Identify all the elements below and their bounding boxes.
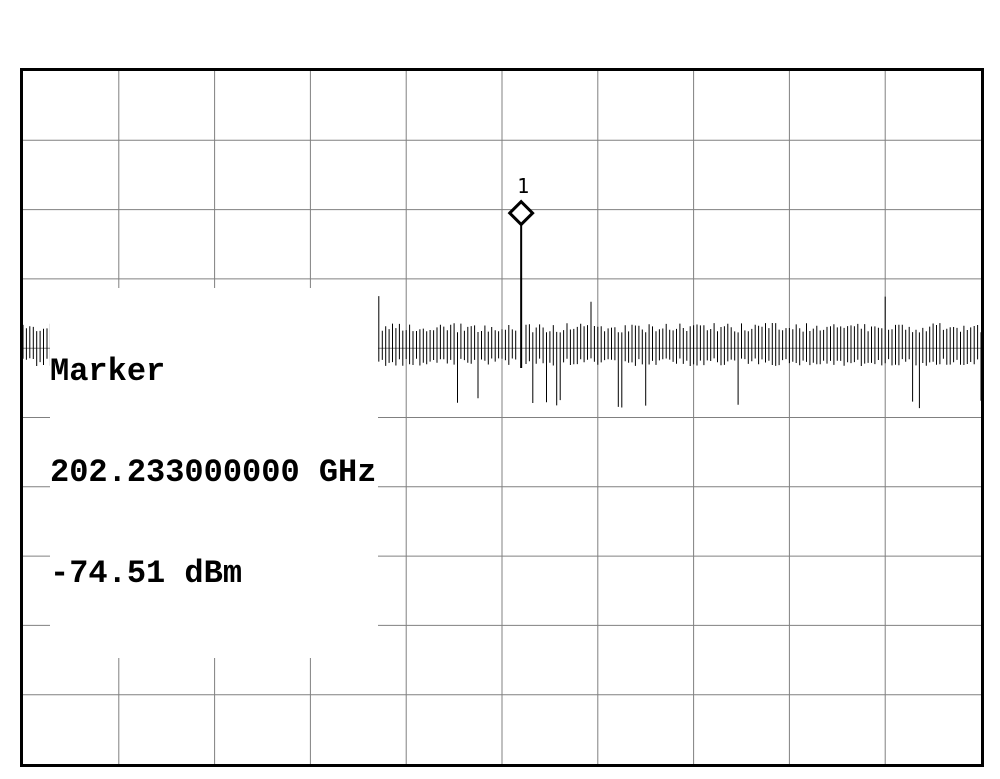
marker-overlay-freq: 202.233000000 GHz	[50, 456, 376, 490]
marker-overlay-amp: -74.51 dBm	[50, 557, 376, 591]
marker-overlay: Marker 202.233000000 GHz -74.51 dBm	[50, 288, 378, 658]
peak-marker-label: 1	[517, 174, 529, 198]
peak-marker-icon	[510, 202, 533, 225]
marker-overlay-title: Marker	[50, 355, 376, 389]
page: Mkr1 202.233 GHz -74.51 dBm 1 Marker 202…	[0, 0, 1000, 779]
